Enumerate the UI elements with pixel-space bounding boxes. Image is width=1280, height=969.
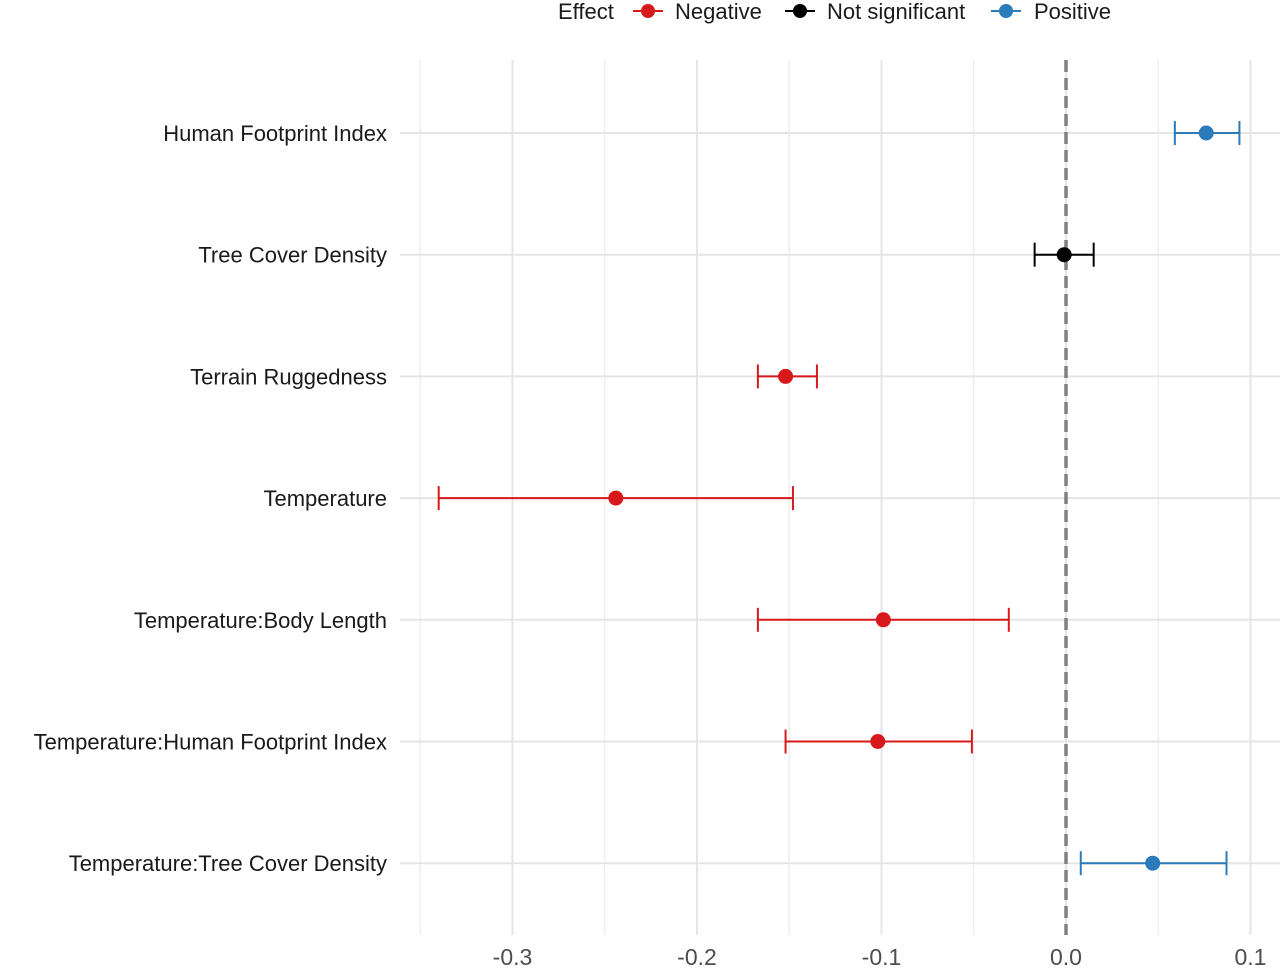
point-estimate (1145, 855, 1161, 871)
point-estimate (1198, 125, 1214, 141)
legend-key-point (999, 4, 1013, 18)
point-estimate (875, 612, 891, 628)
x-tick-label: -0.2 (677, 944, 717, 969)
x-tick-label: 0.0 (1050, 944, 1082, 969)
y-axis-label: Temperature:Tree Cover Density (69, 851, 387, 876)
y-axis-label: Temperature (263, 486, 387, 511)
legend-label: Not significant (827, 0, 965, 24)
estimate-row (437, 486, 794, 511)
y-axis-label: Human Footprint Index (163, 121, 387, 146)
y-axis-label: Terrain Ruggedness (190, 364, 387, 389)
estimates (437, 121, 1241, 876)
estimate-row (1033, 242, 1095, 267)
legend-entry: Negative (633, 0, 762, 24)
legend-key-point (641, 4, 655, 18)
x-axis-ticks: -0.3 -0.2 -0.1 0.0 0.1 (493, 944, 1267, 969)
legend-key-point (793, 4, 807, 18)
legend-title: Effect (558, 0, 614, 24)
estimate-row (784, 729, 973, 754)
point-estimate (778, 368, 794, 384)
point-estimate (1056, 247, 1072, 263)
estimate-row (1173, 121, 1241, 145)
y-axis-label: Tree Cover Density (198, 243, 387, 268)
x-tick-label: -0.3 (493, 944, 533, 969)
estimate-row (1079, 851, 1228, 876)
x-tick-label: -0.1 (862, 944, 902, 969)
point-estimate (608, 490, 624, 506)
legend-label: Positive (1034, 0, 1111, 24)
legend-entry: Positive (991, 0, 1111, 24)
legend: Effect Negative Not significant Positive (558, 0, 1111, 24)
legend-entry: Not significant (785, 0, 965, 24)
y-axis-label: Temperature:Body Length (134, 608, 387, 633)
estimate-row (756, 607, 1010, 632)
estimate-row (756, 364, 818, 389)
legend-label: Negative (675, 0, 762, 24)
y-axis-labels: Human Footprint Index Tree Cover Density T… (34, 121, 387, 876)
point-estimate (870, 734, 886, 749)
y-axis-label: Temperature:Human Footprint Index (34, 730, 387, 755)
x-tick-label: 0.1 (1235, 944, 1267, 969)
